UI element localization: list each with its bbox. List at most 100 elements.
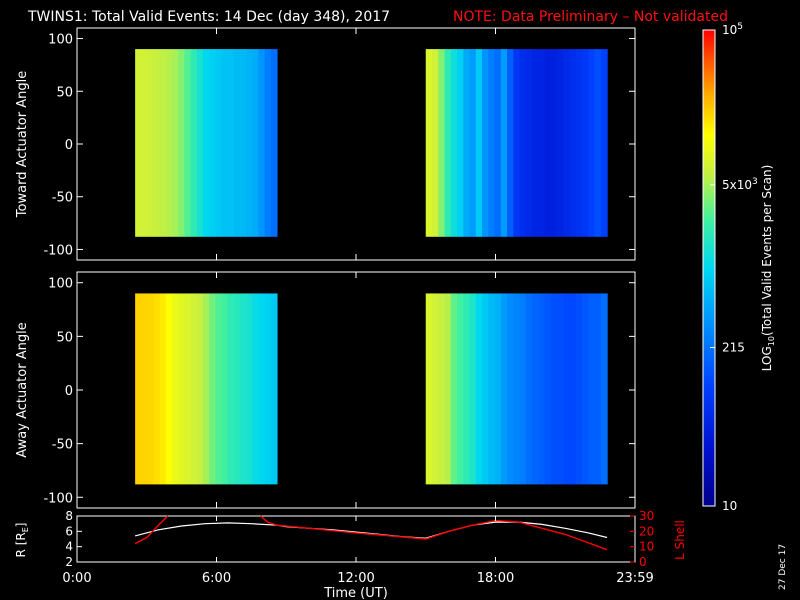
radius-axis-label-close: ] — [14, 523, 28, 528]
heatmap-column — [450, 293, 458, 485]
heatmap-column — [209, 49, 216, 237]
lshell-line — [134, 515, 169, 545]
heatmap-column — [432, 293, 439, 485]
heatmap-column — [457, 49, 464, 237]
colorbar-tick-label: 105 — [722, 22, 743, 37]
figure-title: TWINS1: Total Valid Events: 14 Dec (day … — [27, 9, 390, 25]
toward-angle-x-ticks — [76, 28, 636, 260]
heatmap-column — [494, 293, 502, 485]
radius-axis-label-sub: E — [21, 527, 30, 532]
heatmap-column — [488, 293, 496, 485]
heatmap-column — [221, 293, 229, 485]
heatmap-column — [233, 293, 241, 485]
heatmap-column — [519, 293, 527, 485]
heatmap-column — [444, 49, 452, 237]
heatmap-column — [264, 293, 272, 485]
y-tick-label: -100 — [43, 243, 73, 258]
heatmap-column — [463, 49, 471, 237]
heatmap-column — [488, 49, 496, 237]
heatmap-column — [457, 293, 464, 485]
heatmap-column — [270, 293, 278, 485]
heatmap-column — [525, 49, 533, 237]
radius-tick-label: 8 — [65, 509, 73, 523]
heatmap-column — [575, 293, 583, 485]
heatmap-column — [165, 49, 173, 237]
heatmap-column — [227, 49, 235, 237]
heatmap-column — [178, 293, 186, 485]
y-tick-label: -100 — [43, 491, 73, 506]
heatmap-column — [425, 293, 433, 485]
heatmap-column — [432, 49, 439, 237]
heatmap-column — [153, 49, 161, 237]
heatmap-column — [563, 49, 571, 237]
heatmap-column — [196, 49, 204, 237]
heatmap-column — [582, 49, 589, 237]
heatmap-column — [159, 293, 167, 485]
lshell-tick-label: 10 — [639, 540, 654, 554]
toward-angle-heatmap — [135, 49, 608, 237]
heatmap-column — [147, 293, 155, 485]
heatmap-column — [500, 293, 508, 485]
heatmap-column — [165, 293, 173, 485]
heatmap-column — [557, 293, 564, 485]
preliminary-note: NOTE: Data Preliminary – Not validated — [453, 9, 728, 25]
heatmap-column — [239, 293, 247, 485]
lshell-tick-label: 30 — [639, 509, 654, 523]
colorbar-tick-label: 10 — [722, 499, 737, 513]
y-tick-label: 0 — [65, 138, 73, 153]
lshell-tick-label: 0 — [639, 555, 647, 569]
heatmap-column — [575, 49, 583, 237]
heatmap-column — [270, 49, 278, 237]
y-tick-label: 50 — [56, 330, 73, 345]
heatmap-column — [202, 49, 210, 237]
heatmap-column — [513, 49, 521, 237]
heatmap-column — [594, 49, 602, 237]
radius-tick-label: 2 — [65, 555, 73, 569]
heatmap-column — [513, 293, 521, 485]
heatmap-column — [569, 293, 577, 485]
colorbar-tick-label: 215 — [722, 340, 745, 354]
heatmap-column — [135, 49, 142, 237]
heatmap-column — [550, 293, 558, 485]
heatmap-column — [600, 49, 608, 237]
date-stamp: 27 Dec 17 — [778, 544, 788, 590]
heatmap-column — [135, 293, 142, 485]
colorbar-label-rest: (Total Valid Events per Scan) — [760, 165, 774, 336]
toward-angle-ylabel: Toward Actuator Angle — [15, 71, 30, 218]
heatmap-column — [196, 293, 204, 485]
time-axis-label: Time (UT) — [323, 586, 388, 600]
heatmap-column — [469, 49, 477, 237]
radius-axis-label: R [RE] — [14, 523, 30, 558]
heatmap-column — [227, 293, 235, 485]
lshell-axis-label: L Shell — [673, 520, 687, 560]
heatmap-column — [588, 49, 596, 237]
heatmap-column — [252, 293, 260, 485]
heatmap-column — [582, 293, 589, 485]
heatmap-column — [147, 49, 155, 237]
away-angle-heatmap — [135, 293, 608, 485]
lshell-line — [260, 515, 608, 551]
away-angle-x-ticks — [76, 272, 636, 508]
heatmap-column — [178, 49, 186, 237]
toward-angle-y-axis: 100 50 0 -50 -100 — [43, 33, 635, 258]
heatmap-column — [563, 293, 571, 485]
heatmap-column — [494, 49, 502, 237]
heatmap-column — [172, 293, 179, 485]
heatmap-column — [519, 49, 527, 237]
heatmap-column — [475, 293, 483, 485]
heatmap-column — [264, 49, 272, 237]
y-tick-label: 100 — [48, 33, 73, 48]
heatmap-column — [246, 49, 253, 237]
heatmap-column — [482, 293, 489, 485]
heatmap-column — [233, 49, 241, 237]
y-tick-label: -50 — [52, 438, 73, 453]
heatmap-column — [153, 293, 161, 485]
heatmap-column — [482, 49, 489, 237]
lshell-tick-label: 20 — [639, 524, 654, 538]
colorbar-tick-label: 5x103 — [722, 177, 758, 192]
heatmap-column — [594, 293, 602, 485]
away-angle-y-axis: 100 50 0 -50 -100 — [43, 277, 635, 506]
